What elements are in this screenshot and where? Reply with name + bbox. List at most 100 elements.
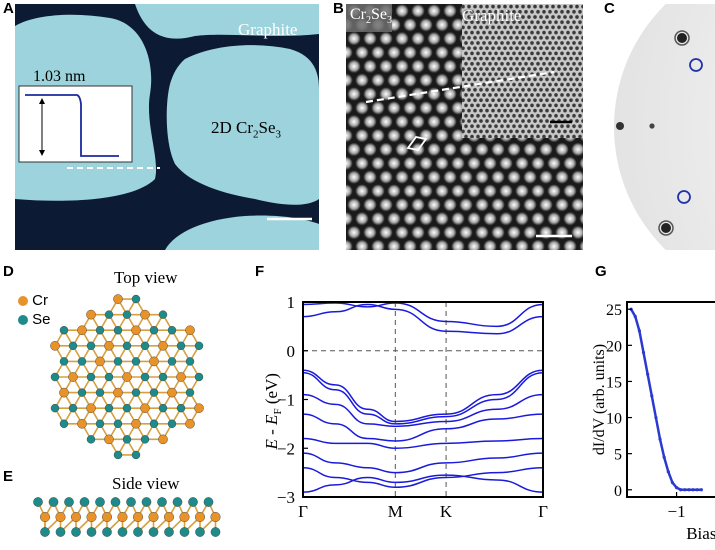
cr-atom [140, 309, 150, 320]
band-line [302, 371, 544, 425]
band-structure-chart: 10−1−2−3Γ M K ΓE - EF (eV) [262, 293, 548, 521]
se-atom [158, 310, 168, 319]
cr-atom [59, 387, 69, 398]
x-tick-label: M [388, 502, 403, 521]
cr-atom [132, 512, 143, 523]
x-tick-label: Γ [538, 502, 548, 521]
side-view-title: Side view [112, 474, 180, 493]
se-atom [210, 527, 221, 537]
y-tick-label: 20 [606, 338, 622, 355]
se-atom [149, 326, 159, 335]
se-atom [64, 497, 74, 507]
se-atom [95, 419, 105, 428]
cr-atom [113, 387, 123, 398]
se-atom [122, 310, 132, 319]
se-atom [113, 419, 123, 428]
top-view-title: Top view [114, 268, 178, 287]
cr-atom [50, 341, 60, 351]
panel-label-e: E [3, 468, 14, 485]
cr-atom [163, 512, 174, 523]
se-atom [176, 341, 186, 351]
sts-data-point [687, 488, 691, 492]
sts-data-point [646, 372, 650, 376]
band-line [302, 303, 544, 335]
legend-cr: Cr [18, 292, 48, 309]
side-view-structure [33, 497, 221, 537]
se-atom [131, 294, 141, 304]
se-atom [104, 310, 114, 319]
se-atom [195, 527, 205, 537]
se-atom [140, 341, 150, 351]
panel-label-d: D [3, 263, 14, 280]
y-tick-label: 5 [614, 447, 622, 464]
sts-data-point [699, 488, 703, 492]
se-atom [194, 341, 204, 351]
se-atom [48, 497, 59, 507]
se-atom [86, 372, 96, 382]
y-tick-label: 15 [606, 374, 622, 391]
sts-data-point [654, 415, 658, 420]
se-atom [203, 497, 214, 507]
band-line [302, 467, 544, 489]
graphite-label-b: Graphite [462, 6, 522, 25]
cr-atom [39, 512, 51, 523]
se-atom [158, 372, 168, 382]
cr-atom [131, 418, 141, 429]
sts-data-point [658, 437, 662, 441]
cr-atom [71, 512, 82, 523]
se-atom [117, 527, 128, 537]
se-atom [133, 527, 143, 537]
y-tick-label: 0 [287, 342, 296, 361]
cr-atom [167, 387, 177, 398]
panel-label-g: G [595, 263, 607, 280]
se-atom [167, 419, 177, 428]
cr-atom [55, 512, 66, 523]
se-atom [149, 419, 159, 428]
cr-swatch [18, 296, 28, 307]
panel-c-diffraction-pattern [614, 4, 715, 250]
cr-atom [104, 434, 114, 445]
se-atom [104, 403, 114, 413]
sts-data-point [695, 488, 699, 492]
sts-data-point [679, 488, 683, 492]
se-atom [158, 403, 168, 413]
sts-data-point [662, 455, 666, 459]
se-atom [122, 435, 132, 444]
sts-curve [630, 308, 702, 492]
se-atom [167, 326, 177, 335]
legend-se: Se [18, 311, 51, 328]
x-tick-label: Γ [298, 502, 308, 521]
se-atom [141, 497, 152, 507]
se-atom [131, 388, 141, 397]
se-atom [59, 326, 69, 335]
se-atom [113, 357, 123, 366]
band-line [302, 437, 544, 450]
sts-data-point [666, 470, 670, 474]
cr-atom [210, 512, 221, 523]
sts-data-point [674, 486, 679, 490]
sts-data-point [633, 314, 637, 319]
se-atom [79, 497, 90, 507]
cr-atom [95, 356, 105, 367]
se-atom [188, 497, 198, 507]
panel-label-c: C [604, 0, 615, 17]
se-atom [95, 388, 105, 397]
y-tick-label: 1 [287, 293, 296, 312]
y-tick-label: −1 [277, 391, 295, 410]
se-atom [50, 372, 60, 382]
se-atom [40, 527, 50, 537]
plot-frame [302, 301, 544, 498]
se-atom [113, 450, 123, 460]
sts-data-point [670, 480, 675, 485]
panel-b-atomic-image [346, 4, 583, 250]
se-atom [71, 527, 81, 537]
se-atom [50, 403, 60, 413]
cr-atom [158, 341, 168, 351]
material-label-a: 2D Cr2Se3 [211, 118, 282, 141]
se-atom [194, 372, 204, 382]
se-atom [126, 497, 136, 507]
y-axis-label: E - EF (eV) [262, 373, 284, 450]
panel-label-b: B [333, 0, 344, 17]
y-tick-label: −2 [277, 439, 295, 458]
